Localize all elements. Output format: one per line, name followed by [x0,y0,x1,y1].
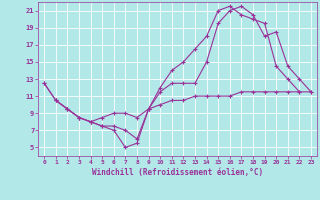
X-axis label: Windchill (Refroidissement éolien,°C): Windchill (Refroidissement éolien,°C) [92,168,263,177]
